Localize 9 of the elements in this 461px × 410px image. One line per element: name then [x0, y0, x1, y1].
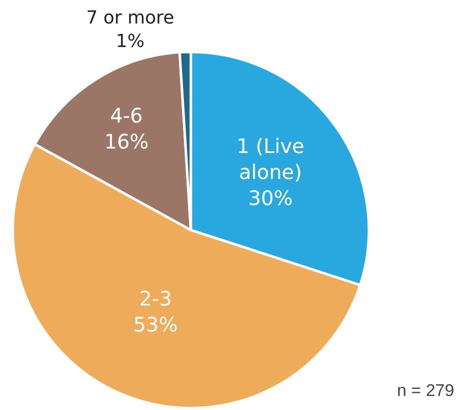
text: n = 279 — [397, 381, 454, 400]
data-label: 30% — [248, 186, 293, 210]
data-label: 53% — [133, 312, 178, 337]
slice-label: 1 (Live alone) — [236, 134, 304, 184]
slice-label: 7 or more — [86, 8, 174, 29]
slice-label: 2-3 — [139, 286, 172, 311]
data-label: 16% — [104, 130, 149, 154]
data-label: 1% — [116, 31, 144, 52]
slice-label: 4-6 — [110, 104, 143, 128]
